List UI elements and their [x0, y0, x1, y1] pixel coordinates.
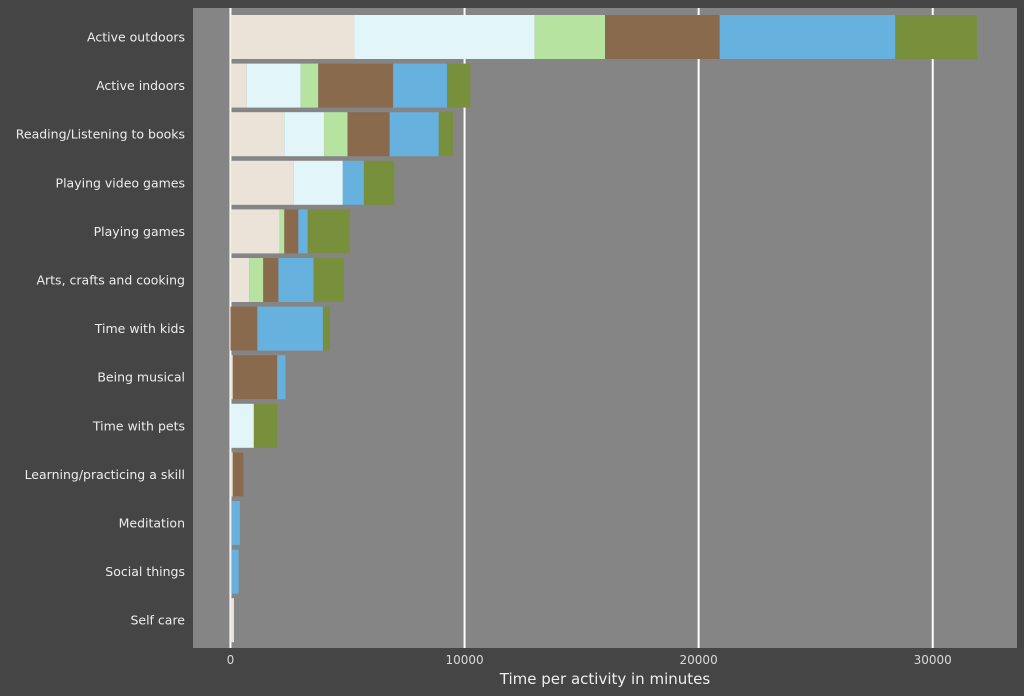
bar-segment-4	[230, 306, 258, 351]
bar-segment-2	[284, 112, 325, 157]
x-tick-label: 30000	[914, 653, 952, 667]
bar-segment-5	[389, 112, 439, 157]
bar-segment-1	[230, 63, 247, 108]
bar-segment-1	[230, 160, 294, 205]
bars	[230, 15, 978, 643]
x-tick-label: 10000	[445, 653, 483, 667]
bar-segment-6	[895, 15, 978, 59]
category-label: Time with kids	[94, 321, 185, 336]
bar-segment-4	[347, 112, 390, 157]
bar-segment-3	[279, 209, 285, 254]
bar-segment-6	[438, 112, 453, 157]
bar-segment-4	[263, 258, 279, 302]
category-label: Playing games	[94, 224, 185, 239]
bar-segment-1	[230, 209, 280, 254]
bar-segment-6	[322, 306, 330, 351]
category-label: Time with pets	[92, 418, 185, 433]
x-tick-labels: 0 10000 20000 30000	[227, 653, 952, 667]
bar-segment-1	[230, 258, 250, 302]
x-tick-label: 0	[227, 653, 235, 667]
bar-segment-5	[231, 501, 240, 545]
category-label: Arts, crafts and cooking	[36, 273, 185, 288]
bar-segment-1	[230, 598, 234, 643]
x-tick-label: 20000	[680, 653, 718, 667]
bar-segment-6	[307, 209, 350, 254]
bar-segment-4	[232, 452, 244, 497]
bar-segment-1	[230, 549, 232, 594]
bar-segment-2	[246, 63, 301, 108]
category-label: Active indoors	[96, 78, 185, 93]
bar-segment-5	[277, 355, 286, 400]
bar-segment-5	[342, 160, 364, 205]
bar-segment-2	[293, 160, 343, 205]
bar-segment-5	[393, 63, 447, 108]
bar-segment-2	[230, 403, 254, 448]
x-axis-title: Time per activity in minutes	[499, 670, 711, 688]
category-label: Self care	[130, 613, 185, 628]
bar-segment-1	[230, 452, 233, 497]
bar-segment-4	[605, 15, 720, 59]
bar-segment-3	[249, 258, 264, 302]
bar-segment-4	[318, 63, 394, 108]
category-label: Social things	[105, 564, 185, 579]
bar-segment-5	[278, 258, 314, 302]
bar-segment-5	[719, 15, 896, 59]
bar-segment-2	[354, 15, 535, 59]
category-label: Learning/practicing a skill	[25, 467, 185, 482]
bar-segment-3	[534, 15, 605, 59]
category-label: Being musical	[97, 370, 185, 385]
category-label: Active outdoors	[87, 30, 185, 45]
bar-segment-6	[313, 258, 344, 302]
category-label: Meditation	[119, 516, 185, 531]
bar-segment-1	[230, 15, 355, 59]
bar-segment-6	[363, 160, 395, 205]
bar-segment-1	[230, 112, 285, 157]
bar-segment-5	[298, 209, 308, 254]
bar-segment-1	[230, 501, 232, 545]
bar-segment-5	[257, 306, 323, 351]
bar-segment-6	[446, 63, 471, 108]
bar-segment-4	[232, 355, 278, 400]
category-labels: Active outdoors Active indoors Reading/Lis…	[16, 30, 186, 628]
bar-segment-3	[300, 63, 319, 108]
category-label: Playing video games	[56, 175, 185, 190]
bar-segment-5	[231, 549, 239, 594]
bar-segment-6	[253, 403, 278, 448]
bar-segment-3	[324, 112, 348, 157]
bar-segment-1	[230, 355, 233, 400]
bar-segment-4	[284, 209, 299, 254]
category-label: Reading/Listening to books	[16, 127, 185, 142]
